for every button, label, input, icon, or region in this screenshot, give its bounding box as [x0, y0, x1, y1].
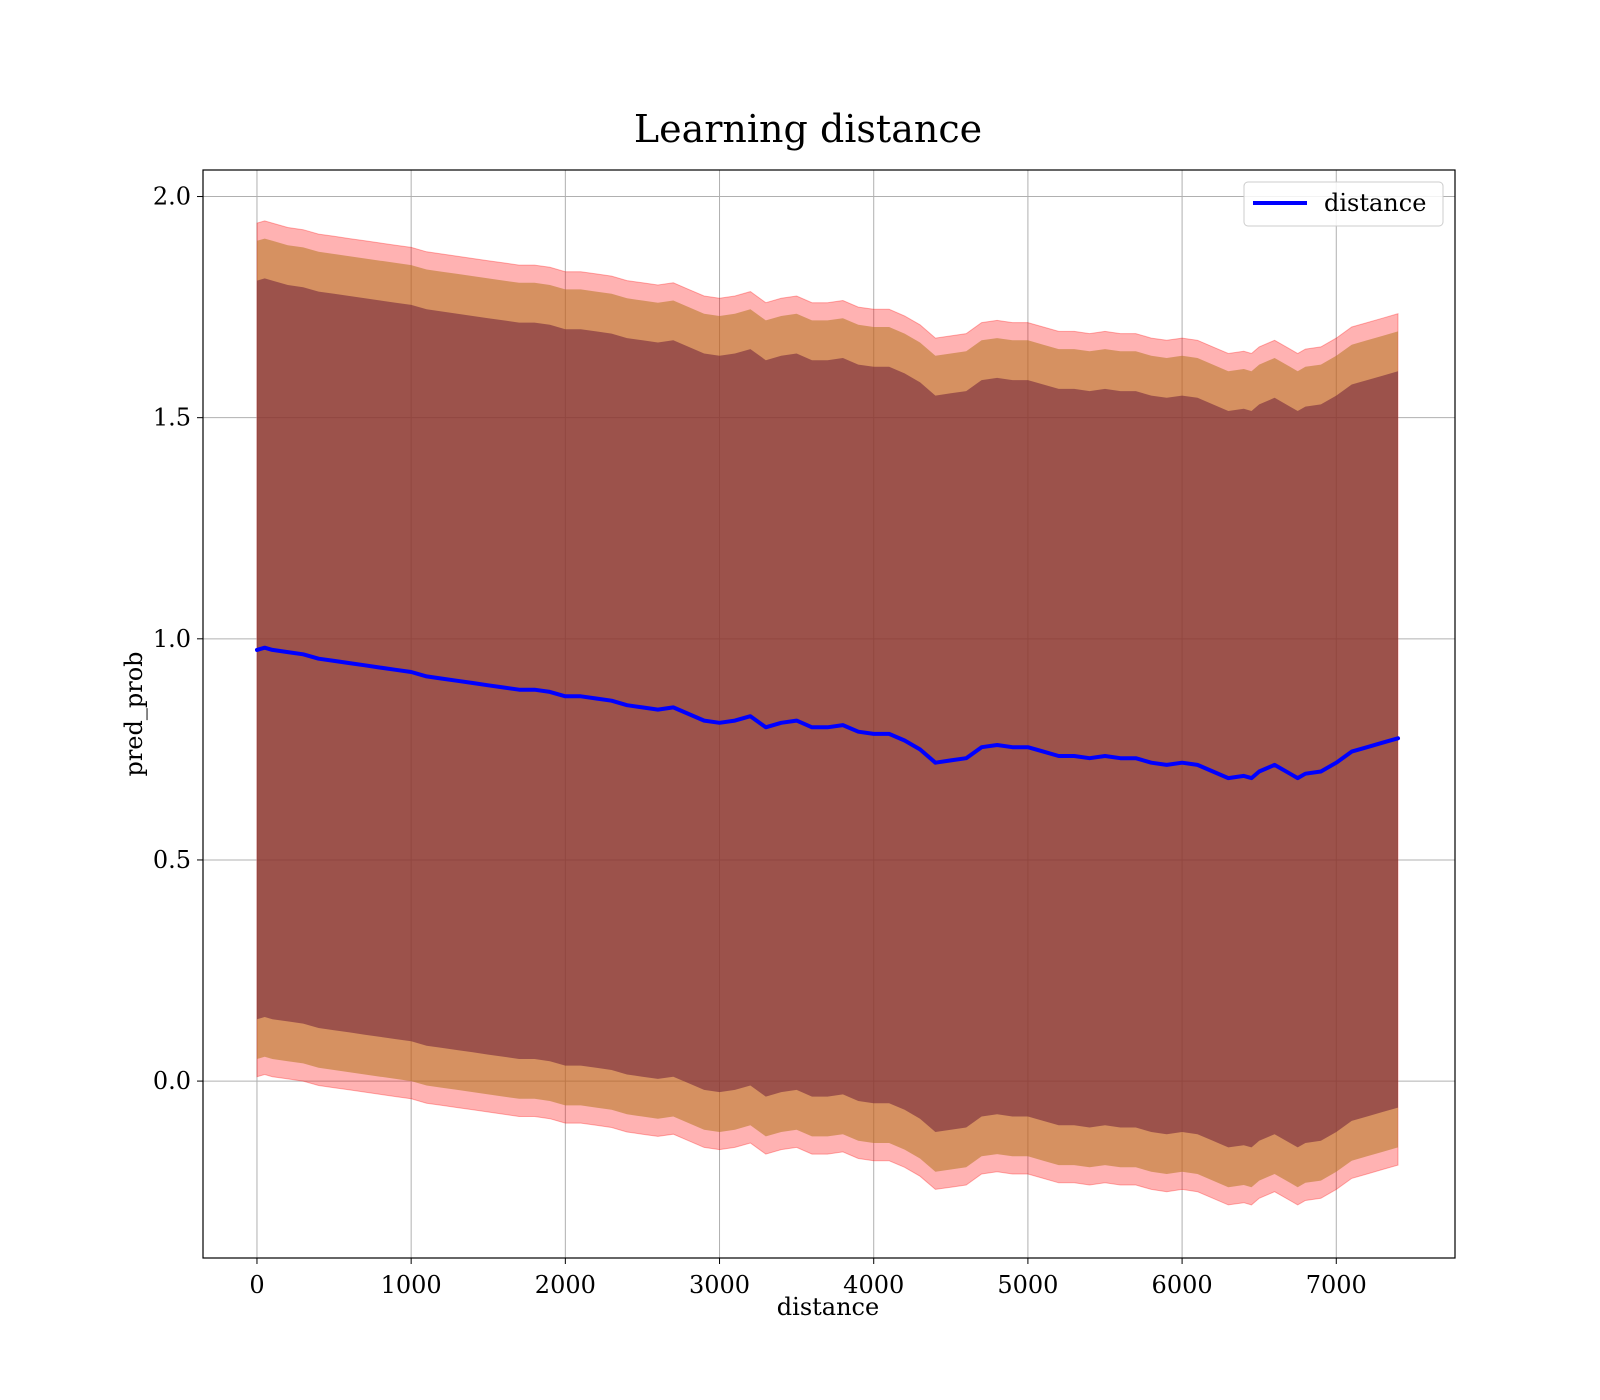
- x-tick-label: 7000: [1306, 1271, 1367, 1299]
- y-tick-label: 0.5: [153, 846, 191, 874]
- x-axis-label: distance: [777, 1293, 879, 1321]
- x-tick-label: 5000: [997, 1271, 1058, 1299]
- x-tick-label: 3000: [689, 1271, 750, 1299]
- y-tick-label: 2.0: [153, 183, 191, 211]
- plot-area-frame: [202, 169, 1456, 1259]
- x-tick-label: 2000: [535, 1271, 596, 1299]
- series-lines: [255, 645, 1400, 781]
- chart-title: Learning distance: [634, 107, 982, 151]
- x-tick-label: 1000: [381, 1271, 442, 1299]
- inner-confidence-band: [257, 278, 1398, 1148]
- x-tick-label: 0: [249, 1271, 264, 1299]
- x-tick-label: 4000: [843, 1271, 904, 1299]
- legend-label-distance: distance: [1324, 189, 1426, 217]
- y-tick-label: 0.0: [153, 1067, 191, 1095]
- legend: distance: [1243, 181, 1444, 227]
- legend-box: [1243, 181, 1444, 227]
- confidence-bands: [256, 220, 1399, 1206]
- series-line-distance: [255, 645, 1400, 781]
- y-axis-ticks: 0.0 0.5 1.0 1.5 2.0: [153, 183, 203, 1095]
- y-tick-label: 1.5: [153, 404, 191, 432]
- y-tick-label: 1.0: [153, 625, 191, 653]
- y-axis-label: pred_prob: [120, 651, 148, 776]
- x-axis-ticks: 0 1000 2000 3000 4000 5000 6000 7000: [249, 1258, 1367, 1299]
- x-tick-label: 6000: [1152, 1271, 1213, 1299]
